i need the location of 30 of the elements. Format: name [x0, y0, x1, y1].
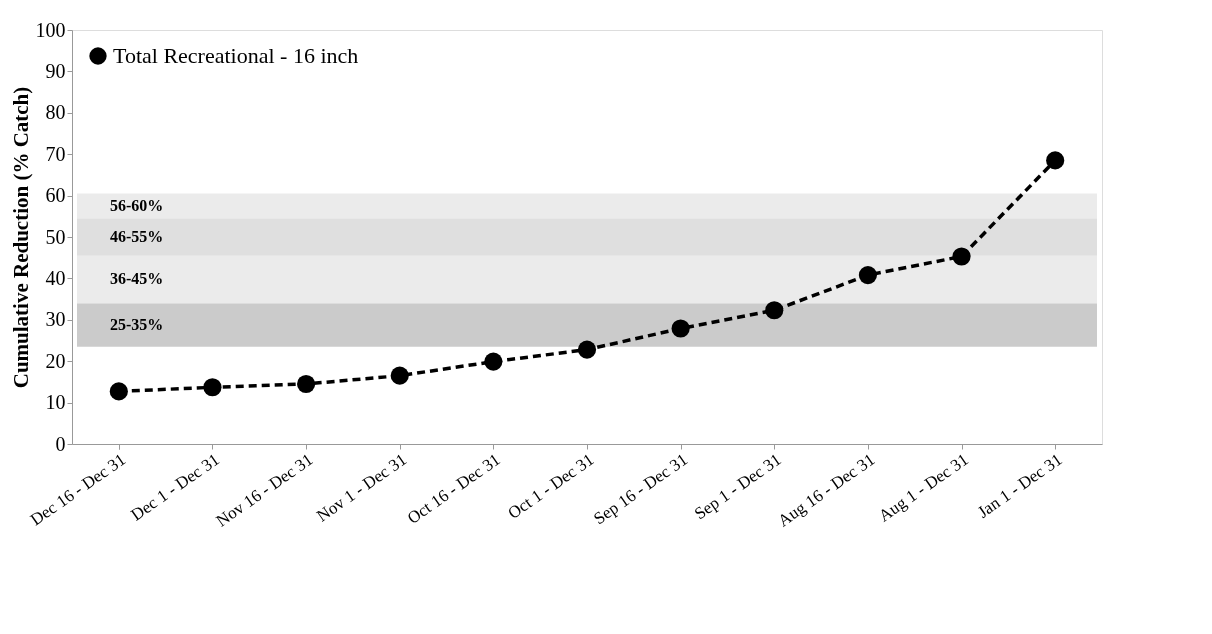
- x-tick-label: Aug 1 - Dec 31: [875, 449, 972, 526]
- legend-label: Total Recreational - 16 inch: [113, 43, 359, 68]
- point: [577, 340, 597, 359]
- x-tick-label: Jan 1 - Dec 31: [974, 449, 1066, 522]
- point: [297, 374, 316, 394]
- y-axis-title: Cumulative Reduction (% Catch): [8, 86, 33, 389]
- point: [671, 319, 690, 338]
- point: [484, 352, 503, 371]
- y-tick-label: 20: [45, 349, 66, 372]
- y-tick-label: 70: [45, 142, 66, 165]
- band-label: 25-35%: [110, 315, 164, 333]
- y-tick-label: 10: [45, 391, 66, 414]
- y-tick-label: 60: [45, 184, 66, 207]
- band-label: 56-60%: [110, 196, 164, 214]
- band-label: 46-55%: [110, 228, 164, 245]
- y-tick-label: 50: [45, 225, 66, 248]
- y-tick-label: 90: [45, 59, 66, 82]
- y-tick-label: 40: [45, 266, 66, 289]
- y-tick-label: 100: [35, 18, 66, 41]
- band-label: 36-45%: [110, 270, 164, 288]
- point: [952, 247, 971, 266]
- point: [1046, 151, 1065, 170]
- point: [765, 301, 784, 320]
- y-tick-label: 0: [55, 432, 66, 455]
- point: [858, 266, 877, 285]
- y-tick-label: 80: [45, 101, 66, 124]
- point: [203, 378, 222, 397]
- y-tick-label: 30: [45, 308, 66, 331]
- point: [390, 366, 409, 385]
- point: [109, 382, 128, 401]
